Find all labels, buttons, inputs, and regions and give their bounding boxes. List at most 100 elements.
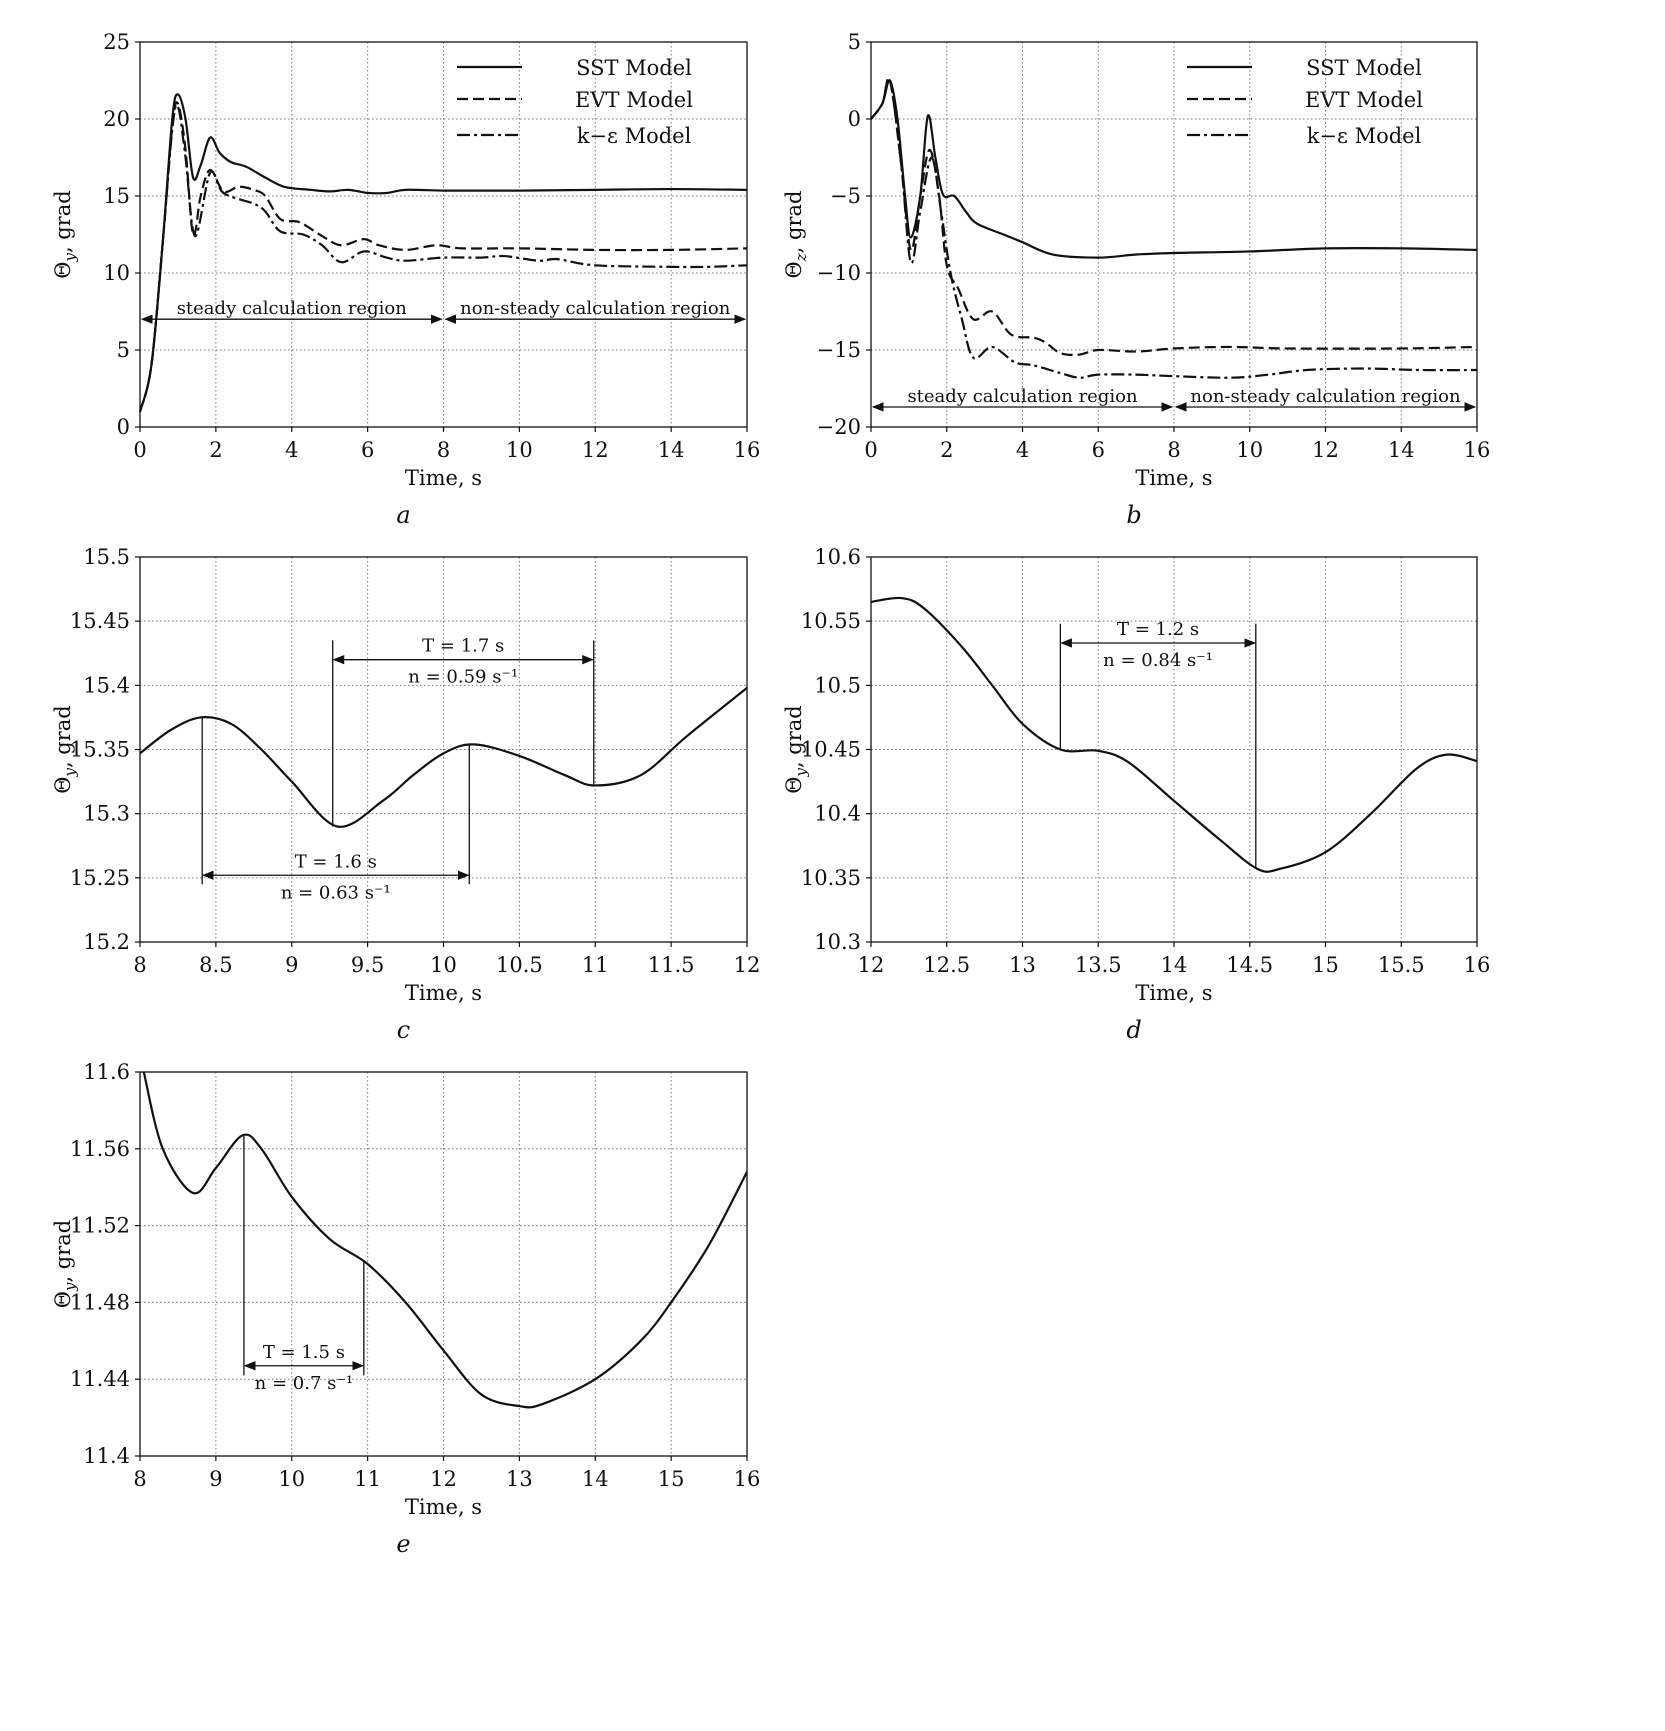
y-tick-label: 15.4 xyxy=(83,673,130,697)
x-tick-label: 14 xyxy=(658,438,685,462)
y-axis-label: Θz, grad xyxy=(782,191,810,279)
chart-e: 8 9 10 11 12 13 14 15 16 11.4 11.44 11.48 11.52 11.56… xyxy=(51,1060,760,1558)
y-tick-label: 11.52 xyxy=(70,1214,130,1238)
y-tick-label: 11.48 xyxy=(70,1290,130,1314)
x-tick-label: 0 xyxy=(864,438,877,462)
x-tick-label: 14.5 xyxy=(1226,953,1273,977)
y-tick-label: 10.6 xyxy=(814,545,861,569)
x-axis-label: Time, s xyxy=(405,981,482,1005)
region-label-steady: steady calculation region xyxy=(177,298,408,319)
x-axis-label: Time, s xyxy=(1135,466,1212,490)
x-tick-label: 10 xyxy=(1236,438,1263,462)
plot-frame xyxy=(139,41,748,428)
y-tick-label: 10.4 xyxy=(814,802,861,826)
region-label-steady: steady calculation region xyxy=(907,386,1138,407)
y-tick-label: 10.5 xyxy=(814,673,861,697)
y-axis-label: Θy, grad xyxy=(51,1220,79,1309)
subplot-letter: c xyxy=(397,1016,410,1044)
y-tick-label: 11.4 xyxy=(83,1444,130,1468)
y-axis-label: Θy, grad xyxy=(51,705,79,794)
x-tick-label: 12 xyxy=(582,438,609,462)
y-axis-label: Θy, grad xyxy=(51,190,79,279)
chart-b: 0 2 4 6 8 10 12 14 16 −20 −15 −10 −5 0 5 Time, s Θz, gra… xyxy=(782,30,1490,529)
legend-label: SST Model xyxy=(1306,56,1422,80)
y-tick-label: −10 xyxy=(817,261,861,285)
y-tick-label: 5 xyxy=(848,30,861,54)
plot-frame xyxy=(870,556,1478,943)
series-line-solid xyxy=(870,596,1478,873)
series-line-dashed xyxy=(138,101,748,412)
x-tick-label: 15 xyxy=(658,1467,685,1491)
x-tick-label: 13 xyxy=(506,1467,533,1491)
subplot-letter: e xyxy=(396,1530,410,1558)
period-label: T = 1.2 s xyxy=(1117,619,1199,640)
subplot-letter: a xyxy=(396,501,410,529)
x-tick-label: 8 xyxy=(437,438,450,462)
x-tick-label: 10 xyxy=(278,1467,305,1491)
x-tick-label: 8 xyxy=(133,953,146,977)
series-line-solid xyxy=(138,93,748,412)
x-tick-label: 4 xyxy=(1016,438,1029,462)
x-tick-label: 2 xyxy=(209,438,222,462)
x-tick-label: 16 xyxy=(734,438,761,462)
y-tick-label: 10.45 xyxy=(801,738,861,762)
x-tick-label: 11.5 xyxy=(648,953,695,977)
subplot-letter: b xyxy=(1126,501,1141,529)
y-tick-label: 15.3 xyxy=(83,802,130,826)
frequency-label: n = 0.59 s⁻¹ xyxy=(408,667,518,688)
y-tick-label: 25 xyxy=(103,30,130,54)
series-line-dashdot xyxy=(870,77,1478,379)
x-tick-label: 15 xyxy=(1312,953,1339,977)
y-tick-label: 20 xyxy=(103,107,130,131)
x-tick-label: 12 xyxy=(430,1467,457,1491)
y-tick-label: 0 xyxy=(848,107,861,131)
x-tick-label: 12 xyxy=(1312,438,1339,462)
x-tick-label: 12.5 xyxy=(923,953,970,977)
series-line-solid xyxy=(139,687,748,828)
y-tick-label: 0 xyxy=(117,415,130,439)
x-tick-label: 14 xyxy=(1161,953,1188,977)
y-tick-label: 15.35 xyxy=(70,738,130,762)
y-tick-label: 10 xyxy=(103,261,130,285)
x-tick-label: 0 xyxy=(133,438,146,462)
x-tick-label: 10.5 xyxy=(496,953,543,977)
x-tick-label: 15.5 xyxy=(1378,953,1425,977)
frequency-label: n = 0.7 s⁻¹ xyxy=(255,1373,353,1394)
x-tick-label: 12 xyxy=(734,953,761,977)
x-tick-label: 13 xyxy=(1009,953,1036,977)
y-tick-label: −20 xyxy=(817,415,861,439)
y-tick-label: −5 xyxy=(830,184,861,208)
legend-label: EVT Model xyxy=(1305,88,1423,112)
x-tick-label: 16 xyxy=(1464,438,1491,462)
y-tick-label: 10.3 xyxy=(814,930,861,954)
x-axis-label: Time, s xyxy=(1135,981,1212,1005)
frequency-label: n = 0.63 s⁻¹ xyxy=(281,882,391,903)
x-tick-label: 8.5 xyxy=(199,953,232,977)
y-axis-label: Θy, grad xyxy=(782,705,810,794)
x-tick-label: 9 xyxy=(209,1467,222,1491)
x-tick-label: 16 xyxy=(734,1467,761,1491)
region-label-nonsteady: non-steady calculation region xyxy=(1190,386,1461,407)
y-tick-label: 15.45 xyxy=(70,609,130,633)
x-tick-label: 9.5 xyxy=(351,953,384,977)
region-label-nonsteady: non-steady calculation region xyxy=(460,298,731,319)
x-tick-label: 9 xyxy=(285,953,298,977)
x-tick-label: 12 xyxy=(858,953,885,977)
x-axis-label: Time, s xyxy=(405,1495,482,1519)
y-tick-label: 15.2 xyxy=(83,930,130,954)
series-line-dashdot xyxy=(138,104,748,412)
period-label: T = 1.5 s xyxy=(263,1342,345,1363)
chart-d: 12 12.5 13 13.5 14 14.5 15 15.5 16 10.3 10.35 10.4 1… xyxy=(782,545,1490,1044)
x-tick-label: 11 xyxy=(582,953,609,977)
y-tick-label: 5 xyxy=(117,338,130,362)
y-tick-label: 11.6 xyxy=(83,1060,130,1084)
series-line-dashed xyxy=(870,77,1478,356)
x-tick-label: 14 xyxy=(582,1467,609,1491)
x-axis-label: Time, s xyxy=(405,466,482,490)
chart-c: 8 8.5 9 9.5 10 10.5 11 11.5 12 15.2 15.25 15.3 15.35… xyxy=(51,545,760,1044)
series-line-solid xyxy=(142,1071,748,1409)
y-tick-label: 15.5 xyxy=(83,545,130,569)
legend-label: SST Model xyxy=(576,56,692,80)
x-tick-label: 11 xyxy=(354,1467,381,1491)
